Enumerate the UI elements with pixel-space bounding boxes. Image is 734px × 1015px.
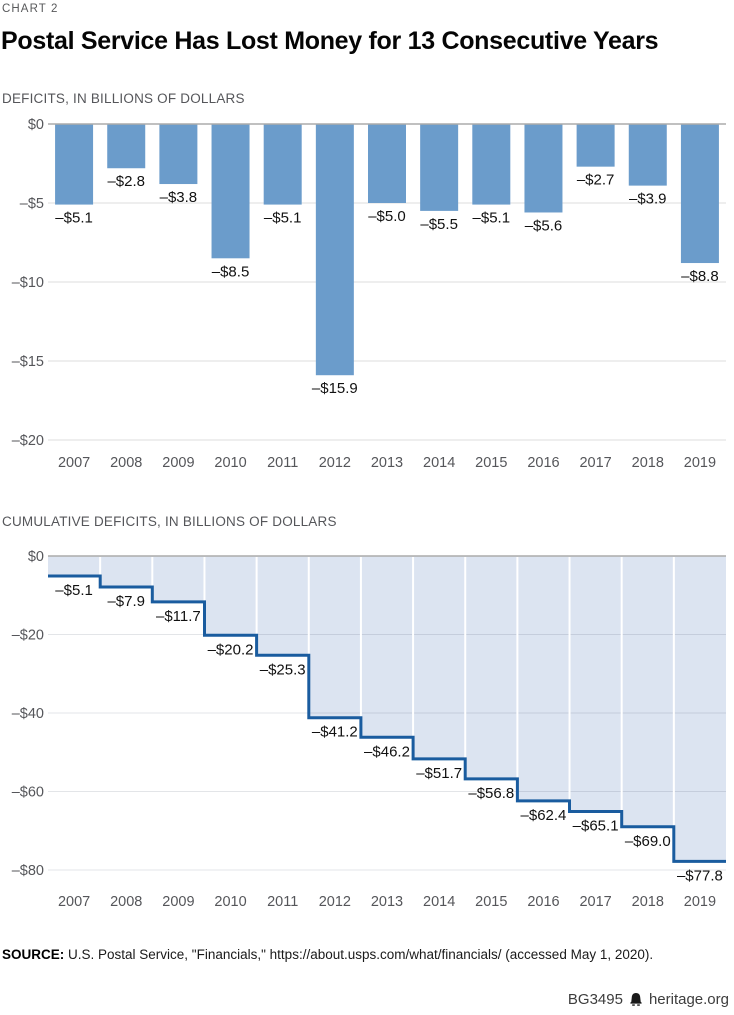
- x-tick-label: 2019: [684, 894, 716, 910]
- bar-2019: [680, 124, 719, 264]
- x-tick-label: 2010: [214, 455, 246, 471]
- y-tick-label: –$60: [12, 785, 44, 801]
- x-tick-label: 2007: [58, 894, 90, 910]
- bar-2017: [576, 124, 615, 167]
- x-tick-label: 2014: [423, 894, 455, 910]
- bar-value-label: –$3.9: [629, 191, 667, 208]
- bar-2016: [524, 124, 563, 213]
- step-value-label: –$11.7: [156, 608, 201, 625]
- step-chart-title: CUMULATIVE DEFICITS, IN BILLIONS OF DOLL…: [2, 514, 337, 529]
- step-value-label: –$56.8: [468, 785, 514, 802]
- bar-value-label: –$3.8: [160, 189, 198, 206]
- x-tick-label: 2010: [214, 894, 246, 910]
- step-value-label: –$20.2: [208, 641, 254, 658]
- y-tick-label: –$5: [20, 196, 44, 212]
- step-value-label: –$65.1: [573, 818, 619, 835]
- y-tick-label: –$80: [12, 863, 44, 879]
- x-tick-label: 2007: [58, 455, 90, 471]
- footer: BG3495 heritage.org: [568, 991, 729, 1008]
- x-tick-label: 2008: [110, 455, 142, 471]
- bar-value-label: –$5.0: [368, 208, 406, 225]
- bar-value-label: –$8.5: [212, 263, 250, 280]
- x-tick-label: 2019: [684, 455, 716, 471]
- deficits-bar-chart: $0 –$5 –$10 –$15 –$20 –$5.1 2007 –$2.8 2008 –$3.8…: [12, 117, 726, 471]
- y-tick-label: –$15: [12, 354, 44, 370]
- step-value-label: –$62.4: [521, 807, 567, 824]
- chart-kicker: CHART 2: [2, 3, 59, 15]
- bar-value-label: –$2.8: [107, 173, 145, 190]
- x-tick-label: 2008: [110, 894, 142, 910]
- cumulative-deficits-step-chart: $0 –$20 –$40 –$60 –$80 –$5.1 2007 –$7.9 2008 –$11…: [12, 549, 726, 910]
- x-tick-label: 2011: [267, 894, 298, 910]
- cumulative-area-fill: [48, 556, 726, 862]
- x-tick-label: 2018: [632, 455, 664, 471]
- bar-2009: [159, 124, 198, 185]
- x-tick-label: 2013: [371, 455, 403, 471]
- step-value-label: –$5.1: [55, 582, 93, 599]
- y-tick-label: –$20: [12, 433, 44, 449]
- bar-value-label: –$5.5: [420, 216, 458, 233]
- step-value-label: –$51.7: [416, 765, 462, 782]
- bar-value-label: –$5.1: [264, 210, 302, 227]
- footer-site: heritage.org: [648, 991, 729, 1008]
- step-value-label: –$41.2: [312, 724, 358, 741]
- x-tick-label: 2014: [423, 455, 455, 471]
- x-tick-label: 2017: [579, 894, 611, 910]
- bar-2015: [472, 124, 511, 205]
- x-tick-label: 2016: [527, 455, 559, 471]
- source-text: U.S. Postal Service, "Financials," https…: [64, 947, 654, 962]
- bar-2008: [107, 124, 146, 169]
- bar-2013: [368, 124, 406, 203]
- bar-value-label: –$15.9: [312, 380, 358, 397]
- bar-value-label: –$5.6: [525, 217, 563, 234]
- x-tick-label: 2012: [319, 455, 351, 471]
- x-tick-label: 2011: [267, 455, 298, 471]
- footer-report-id: BG3495: [567, 991, 623, 1008]
- x-tick-label: 2013: [371, 894, 403, 910]
- y-tick-label: –$10: [12, 275, 44, 291]
- bar-value-label: –$5.1: [473, 210, 511, 227]
- step-value-label: –$69.0: [625, 833, 671, 850]
- x-tick-label: 2009: [162, 455, 194, 471]
- cumulative-step-line: [48, 574, 726, 863]
- x-tick-label: 2009: [162, 894, 194, 910]
- bar-2012: [315, 124, 354, 376]
- x-tick-label: 2012: [319, 894, 351, 910]
- bar-2007: [55, 124, 94, 205]
- y-tick-label: $0: [28, 117, 44, 133]
- y-tick-label: –$40: [12, 706, 44, 722]
- x-tick-label: 2018: [632, 894, 664, 910]
- bar-2018: [628, 124, 667, 186]
- x-tick-label: 2015: [475, 894, 507, 910]
- source-label: SOURCE:: [2, 947, 65, 962]
- step-value-label: –$77.8: [677, 867, 723, 884]
- heritage-bell-logo-icon: [629, 993, 643, 1006]
- bar-chart-title: DEFICITS, IN BILLIONS OF DOLLARS: [2, 91, 245, 106]
- bar-value-label: –$8.8: [681, 268, 719, 285]
- bar-2011: [263, 124, 302, 205]
- bar-2010: [211, 124, 250, 259]
- x-tick-label: 2017: [579, 455, 611, 471]
- x-tick-label: 2016: [527, 894, 559, 910]
- bar-value-label: –$5.1: [55, 210, 93, 227]
- y-tick-label: –$20: [12, 628, 44, 644]
- step-value-label: –$7.9: [107, 593, 145, 610]
- x-tick-label: 2015: [475, 455, 507, 471]
- step-value-label: –$25.3: [260, 661, 306, 678]
- step-value-label: –$46.2: [364, 743, 410, 760]
- source-note: SOURCE: U.S. Postal Service, "Financials…: [2, 946, 732, 963]
- y-tick-label: $0: [28, 549, 44, 565]
- bar-value-label: –$2.7: [577, 172, 615, 189]
- page-title: Postal Service Has Lost Money for 13 Con…: [1, 27, 659, 55]
- bar-2014: [420, 124, 459, 211]
